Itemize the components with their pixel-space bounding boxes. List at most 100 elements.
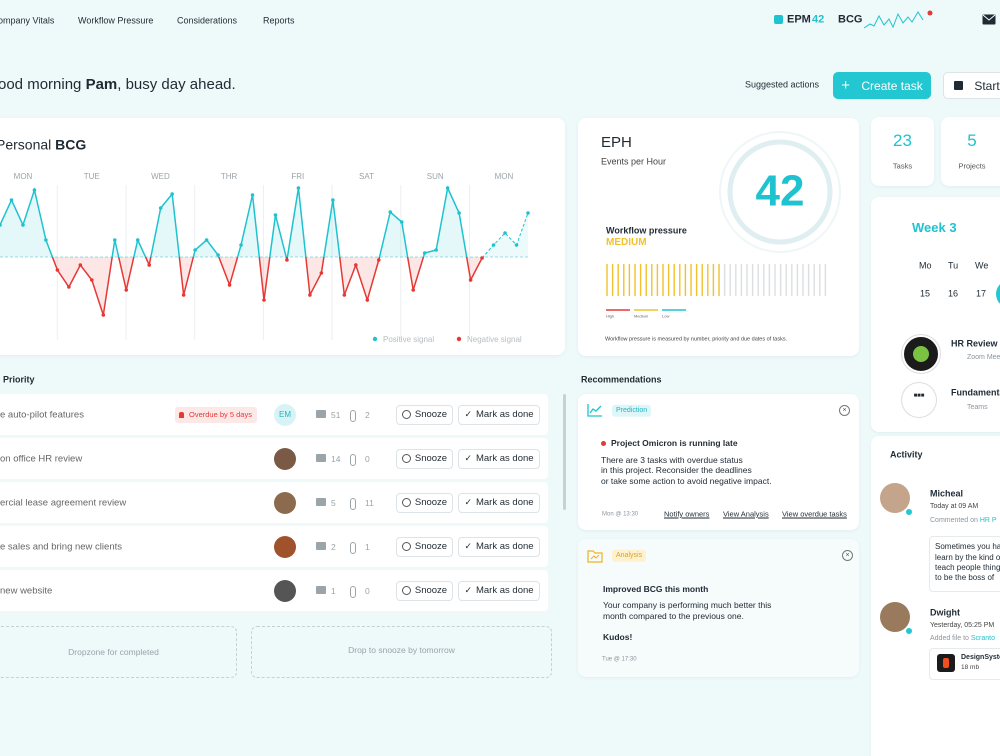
check-icon: ✓ — [464, 453, 472, 463]
button-label: Mark as done — [475, 541, 534, 552]
stat-card[interactable] — [871, 117, 934, 186]
date[interactable]: 17 — [976, 288, 987, 299]
done-button[interactable]: ✓ Mark as done — [458, 536, 540, 557]
task-title: e auto-pilot features — [0, 408, 84, 420]
task-title: new website — [0, 584, 53, 596]
nav-item[interactable]: Workflow Pressure — [78, 15, 154, 26]
snooze-button[interactable]: Snooze — [396, 492, 453, 513]
dropzone[interactable] — [0, 626, 237, 678]
event-place: Teams — [967, 403, 988, 411]
done-button[interactable]: ✓ Mark as done — [458, 448, 540, 469]
avatar — [880, 602, 910, 632]
action-text: Added file to — [930, 634, 971, 642]
selected-date[interactable] — [996, 280, 1000, 308]
create-task-button[interactable]: + Create task — [833, 72, 931, 99]
activity-time: Yesterday, 05:25 PM — [930, 621, 995, 629]
task-title: e sales and bring new clients — [0, 540, 122, 552]
date[interactable]: 16 — [948, 288, 959, 299]
epm-icon — [774, 15, 783, 24]
card-link[interactable]: Notify owners — [664, 509, 710, 519]
avatar — [274, 491, 296, 514]
tag: Prediction — [612, 404, 652, 418]
card-title: Project Omicron is running late — [611, 437, 738, 448]
attachment-count: 2 — [365, 409, 370, 420]
nav-item[interactable]: Considerations — [177, 15, 238, 26]
attach-icon — [350, 453, 356, 466]
date[interactable]: 15 — [920, 288, 931, 299]
message-line: teach people thing — [935, 563, 1000, 573]
check-icon: ✓ — [464, 409, 472, 419]
done-button[interactable]: ✓ Mark as done — [458, 580, 540, 601]
comment-icon — [316, 497, 326, 506]
stat-label: Projects — [958, 161, 986, 171]
event-title[interactable]: HR Review w — [951, 338, 998, 349]
stat-label: Tasks — [892, 161, 913, 171]
card-body: or take some action to avoid negative im… — [601, 475, 772, 486]
card-link[interactable]: View overdue tasks — [782, 509, 847, 519]
avatar: EM — [274, 403, 296, 426]
mail-icon[interactable] — [982, 14, 996, 25]
comment-count: 1 — [331, 585, 336, 596]
suggested-actions[interactable]: Suggested actions — [745, 79, 820, 90]
close-button[interactable]: × — [839, 405, 850, 416]
status-dot — [905, 508, 913, 516]
card-body: in this project. Reconsider the deadline… — [601, 464, 752, 475]
close-button[interactable]: × — [842, 550, 853, 561]
card-body: Your company is performing much better t… — [603, 599, 772, 610]
attach-icon — [350, 585, 356, 598]
bcg-sparkline — [863, 10, 933, 29]
event-title[interactable]: Fundamenta — [951, 387, 1000, 398]
event-logo: ■■■ — [902, 383, 936, 417]
button-label: Snooze — [414, 497, 448, 508]
activity-action: Added file to Scranto — [930, 635, 995, 643]
activity-name: Micheal — [930, 488, 964, 499]
card-time: Mon @ 13:30 — [602, 511, 639, 518]
message-box — [929, 536, 1000, 592]
comment-icon — [316, 453, 326, 462]
comment-icon — [316, 409, 326, 418]
message-line: to be the boss of — [935, 573, 995, 583]
snooze-button[interactable]: Snooze — [396, 536, 453, 557]
dropzone[interactable] — [251, 626, 552, 678]
button-label: Mark as done — [475, 585, 534, 596]
button-label: Start — [974, 78, 1000, 93]
attach-icon — [350, 541, 356, 554]
scrollbar[interactable] — [563, 394, 566, 510]
snooze-button[interactable]: Snooze — [396, 404, 453, 425]
card-body: There are 3 tasks with overdue status — [601, 454, 743, 465]
comment-count: 5 — [331, 497, 336, 508]
button-label: Mark as done — [475, 409, 534, 420]
eph-note: Workflow pressure is measured by number,… — [605, 336, 788, 343]
eph-value: 42 — [755, 166, 805, 216]
snooze-button[interactable]: Snooze — [396, 448, 453, 469]
weekday: We — [975, 260, 989, 271]
bcg-card — [0, 118, 565, 355]
snooze-icon — [401, 542, 411, 551]
greeting-text: , busy day ahead. — [117, 76, 236, 93]
card-link[interactable]: View Analysis — [723, 509, 769, 519]
button-label: Snooze — [414, 453, 448, 464]
file-name: DesignSyste — [961, 653, 1000, 661]
action-target[interactable]: Scranto — [970, 634, 995, 642]
legend-label: Low — [662, 313, 670, 319]
attachment-count: 1 — [365, 541, 370, 552]
start-button[interactable]: Start — [943, 72, 1000, 99]
done-button[interactable]: ✓ Mark as done — [458, 492, 540, 513]
file-box[interactable] — [929, 648, 1000, 680]
analysis-icon — [587, 550, 603, 563]
card-time: Tue @ 17:30 — [602, 656, 637, 663]
done-button[interactable]: ✓ Mark as done — [458, 404, 540, 425]
week-title: Week 3 — [912, 220, 957, 236]
button-label: Snooze — [414, 541, 448, 552]
action-target[interactable]: HR P — [979, 516, 997, 524]
stat-card[interactable] — [941, 117, 1000, 186]
snooze-button[interactable]: Snooze — [396, 580, 453, 601]
greeting: ood morning Pam, busy day ahead. — [0, 76, 236, 94]
message-line: Sometimes you ha — [935, 542, 1000, 552]
button-label: Snooze — [414, 585, 448, 596]
dropzone-label: Dropzone for completed — [68, 646, 159, 657]
event-place: Zoom Mee — [967, 353, 1000, 361]
nav-item[interactable]: ompany Vitals — [0, 15, 55, 26]
comment-count: 2 — [331, 541, 336, 552]
nav-item[interactable]: Reports — [263, 15, 295, 26]
